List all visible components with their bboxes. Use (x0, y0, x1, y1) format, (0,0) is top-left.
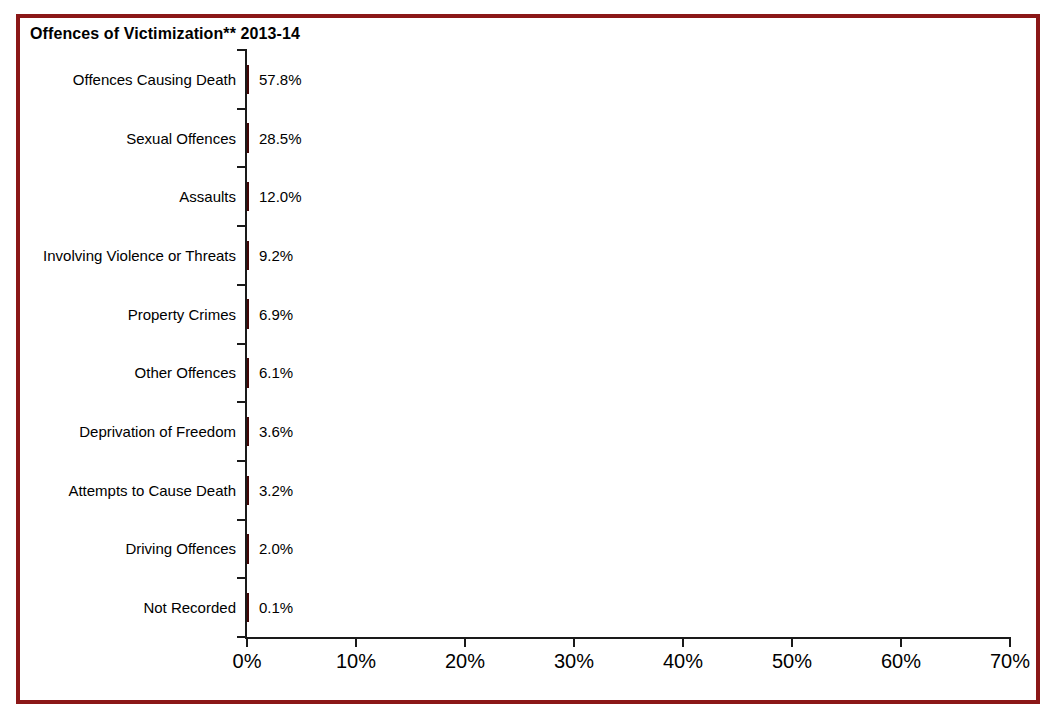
category-label: Assaults (179, 167, 236, 226)
bar-row: Driving Offences 2.0% (247, 520, 1010, 579)
value-label: 6.1% (259, 364, 293, 381)
x-axis-tick-label: 20% (445, 650, 485, 672)
y-axis-tick (237, 343, 247, 345)
x-axis-tick (682, 637, 684, 647)
category-label: Sexual Offences (126, 109, 236, 168)
value-label: 28.5% (259, 130, 302, 147)
value-label: 12.0% (259, 188, 302, 205)
y-axis-tick (237, 519, 247, 521)
value-label: 2.0% (259, 540, 293, 557)
bar (247, 358, 249, 387)
y-axis-tick (237, 166, 247, 168)
bar (247, 123, 249, 152)
x-axis-tick-label: 10% (336, 650, 376, 672)
category-label: Property Crimes (128, 285, 236, 344)
value-label: 3.2% (259, 482, 293, 499)
bar (247, 417, 249, 446)
y-axis-tick (237, 401, 247, 403)
bar (247, 476, 249, 505)
x-axis-tick-label: 0% (233, 650, 262, 672)
chart-page: Offences of Victimization** 2013-14 Offe… (0, 0, 1055, 716)
bar-row: Attempts to Cause Death 3.2% (247, 461, 1010, 520)
bar (247, 534, 249, 563)
bar (247, 593, 249, 622)
chart-title: Offences of Victimization** 2013-14 (30, 25, 300, 43)
x-axis-tick-label: 50% (772, 650, 812, 672)
plot-area: Offences Causing Death 57.8% Sexual Offe… (245, 50, 1010, 639)
bar-row: Other Offences 6.1% (247, 344, 1010, 403)
x-axis-tick-label: 30% (554, 650, 594, 672)
bar-row: Offences Causing Death 57.8% (247, 50, 1010, 109)
x-axis-tick-label: 70% (990, 650, 1030, 672)
category-label: Not Recorded (143, 578, 236, 637)
y-axis-tick (237, 284, 247, 286)
category-label: Attempts to Cause Death (68, 461, 236, 520)
y-axis-tick (237, 577, 247, 579)
bar (247, 299, 249, 328)
category-label: Deprivation of Freedom (79, 402, 236, 461)
y-axis-tick (237, 49, 247, 51)
bar (247, 241, 249, 270)
value-label: 0.1% (259, 599, 293, 616)
x-axis-tick (573, 637, 575, 647)
x-axis-tick-label: 40% (663, 650, 703, 672)
value-label: 57.8% (259, 71, 302, 88)
bar-row: Sexual Offences 28.5% (247, 109, 1010, 168)
x-axis-tick (464, 637, 466, 647)
value-label: 3.6% (259, 423, 293, 440)
value-label: 6.9% (259, 306, 293, 323)
y-axis-tick (237, 108, 247, 110)
bar-row: Property Crimes 6.9% (247, 285, 1010, 344)
bar-row: Not Recorded 0.1% (247, 578, 1010, 637)
category-label: Driving Offences (125, 520, 236, 579)
value-label: 9.2% (259, 247, 293, 264)
x-axis-tick (791, 637, 793, 647)
x-axis-tick (900, 637, 902, 647)
y-axis-tick (237, 460, 247, 462)
bar (247, 65, 249, 94)
x-axis-tick (246, 637, 248, 647)
chart-frame: Offences of Victimization** 2013-14 Offe… (16, 14, 1040, 704)
category-label: Other Offences (135, 344, 236, 403)
bar-rows: Offences Causing Death 57.8% Sexual Offe… (247, 50, 1010, 637)
category-label: Involving Violence or Threats (43, 226, 236, 285)
category-label: Offences Causing Death (73, 50, 236, 109)
bar-row: Involving Violence or Threats 9.2% (247, 226, 1010, 285)
bar (247, 182, 249, 211)
bar-row: Assaults 12.0% (247, 167, 1010, 226)
bar-row: Deprivation of Freedom 3.6% (247, 402, 1010, 461)
x-axis-tick-label: 60% (881, 650, 921, 672)
x-axis-tick (355, 637, 357, 647)
y-axis-tick (237, 225, 247, 227)
x-axis-tick (1009, 637, 1011, 647)
